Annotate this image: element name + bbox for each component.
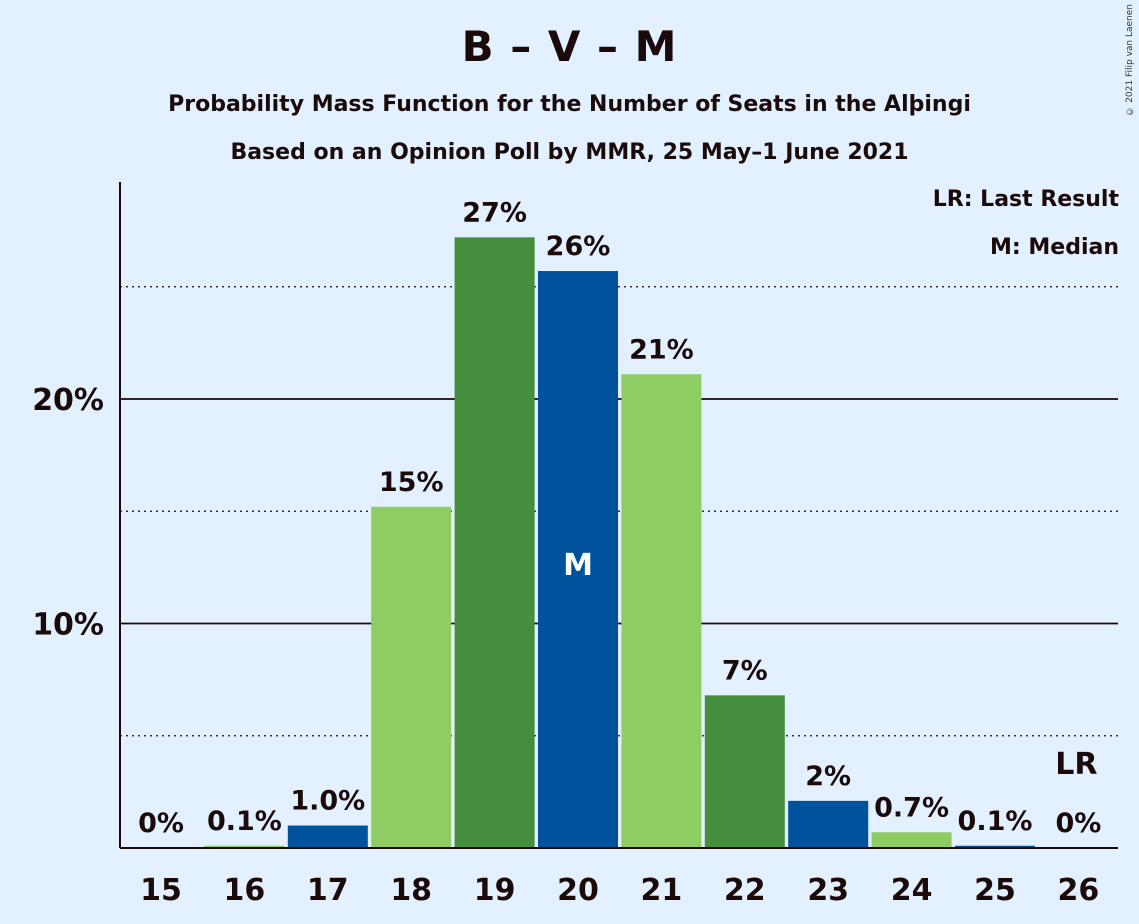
x-tick-label: 26 bbox=[1058, 873, 1100, 908]
bar-seats-18 bbox=[371, 506, 452, 848]
x-tick-label: 17 bbox=[307, 873, 349, 908]
bar-label-24: 0.7% bbox=[874, 792, 949, 823]
bar-seats-24 bbox=[871, 832, 952, 848]
median-marker: M bbox=[563, 548, 593, 583]
legend-last-result: LR: Last Result bbox=[932, 187, 1119, 212]
y-tick-label: 10% bbox=[32, 608, 104, 643]
x-tick-label: 25 bbox=[974, 873, 1016, 908]
legend-median: M: Median bbox=[990, 235, 1119, 260]
bar-label-23: 2% bbox=[805, 761, 851, 792]
x-tick-label: 24 bbox=[891, 873, 933, 908]
bar-label-16: 0.1% bbox=[207, 806, 282, 837]
x-tick-label: 21 bbox=[641, 873, 683, 908]
x-tick-label: 23 bbox=[807, 873, 849, 908]
bar-seats-23 bbox=[788, 800, 869, 848]
chart-title: B – V – M bbox=[461, 22, 678, 71]
bar-seats-25 bbox=[955, 845, 1035, 848]
bar-seats-22 bbox=[704, 695, 785, 848]
x-tick-label: 15 bbox=[140, 873, 182, 908]
x-tick-label: 20 bbox=[557, 873, 599, 908]
bar-label-26: 0% bbox=[1055, 808, 1101, 839]
bar-seats-21 bbox=[621, 374, 702, 848]
chart-subtitle: Probability Mass Function for the Number… bbox=[168, 92, 971, 117]
bar-label-15: 0% bbox=[138, 808, 184, 839]
bar-seats-16 bbox=[204, 845, 285, 848]
bar-label-18: 15% bbox=[379, 467, 444, 498]
x-tick-label: 22 bbox=[724, 873, 766, 908]
bar-label-25: 0.1% bbox=[958, 806, 1033, 837]
bar-seats-17 bbox=[287, 825, 368, 848]
bar-seats-20 bbox=[538, 271, 618, 848]
bar-label-19: 27% bbox=[462, 197, 527, 228]
bar-label-17: 1.0% bbox=[290, 786, 365, 817]
last-result-marker: LR bbox=[1055, 747, 1097, 782]
bar-seats-19 bbox=[454, 237, 535, 849]
x-tick-label: 19 bbox=[474, 873, 516, 908]
x-tick-label: 16 bbox=[224, 873, 266, 908]
bar-label-22: 7% bbox=[722, 655, 768, 686]
bar-label-20: 26% bbox=[546, 231, 611, 262]
x-tick-label: 18 bbox=[390, 873, 432, 908]
chart-source: Based on an Opinion Poll by MMR, 25 May–… bbox=[230, 140, 909, 165]
y-tick-label: 20% bbox=[32, 383, 104, 418]
bar-label-21: 21% bbox=[629, 334, 694, 365]
